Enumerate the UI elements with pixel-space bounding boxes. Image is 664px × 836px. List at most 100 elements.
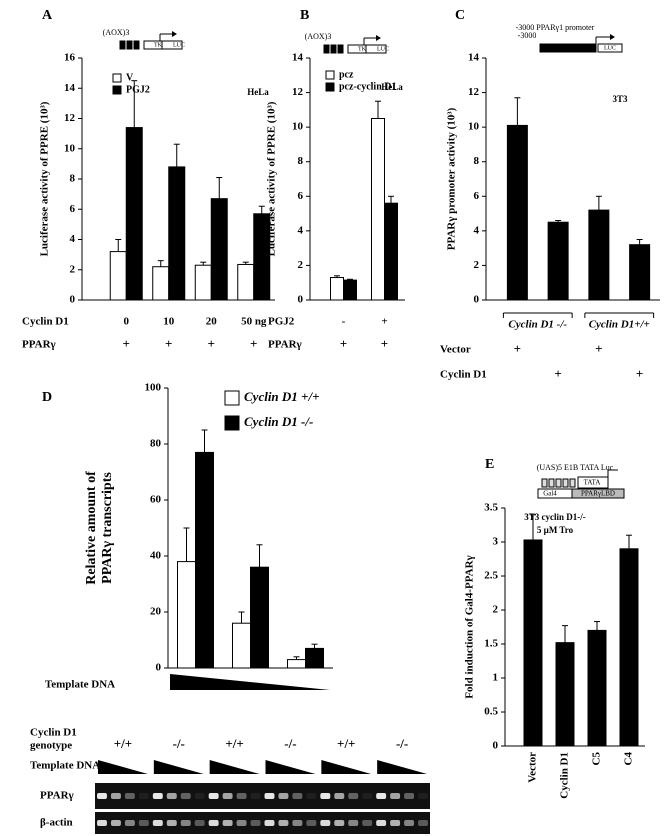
legend-swatch bbox=[224, 415, 240, 431]
y-tick-label: 12 bbox=[64, 112, 76, 124]
y-tick-label: 100 bbox=[145, 382, 162, 394]
y-tick-label: 0.5 bbox=[484, 706, 498, 718]
gel-band bbox=[376, 820, 387, 826]
schematic-box bbox=[330, 44, 337, 54]
annotation: (AOX)3 bbox=[305, 32, 332, 41]
gel-band bbox=[194, 793, 205, 799]
legend-label: PGJ2 bbox=[126, 84, 150, 95]
y-tick-label: 10 bbox=[468, 121, 480, 133]
x-tick-label: 50 ng bbox=[241, 316, 267, 328]
annotation: LUC bbox=[377, 46, 389, 52]
genotype: +/+ bbox=[337, 736, 355, 751]
legend-label: Cyclin D1 -/- bbox=[244, 414, 313, 429]
y-tick-label: 6 bbox=[70, 203, 76, 215]
y-tick-label: 3 bbox=[493, 536, 499, 548]
panel-letter: B bbox=[300, 8, 309, 23]
schematic-box bbox=[548, 478, 555, 488]
annotation: 3T3 bbox=[612, 94, 628, 104]
gel-band bbox=[138, 820, 149, 826]
y-tick-label: 2 bbox=[474, 259, 480, 271]
gel-band bbox=[124, 820, 135, 826]
gel-band bbox=[292, 793, 303, 799]
genotype: +/+ bbox=[225, 736, 243, 751]
gel-band bbox=[348, 820, 359, 826]
schematic-box bbox=[539, 43, 597, 53]
y-tick-label: 14 bbox=[292, 52, 304, 64]
gel-band bbox=[194, 820, 205, 826]
annotation: HeLa bbox=[247, 87, 269, 97]
y-tick-label: 8 bbox=[474, 155, 480, 167]
schematic-box bbox=[571, 488, 625, 499]
row-value: + bbox=[595, 341, 602, 356]
legend-label: pcz bbox=[339, 69, 354, 80]
gel-band bbox=[306, 793, 317, 799]
y-tick-label: 2 bbox=[298, 259, 304, 271]
gel-band bbox=[152, 793, 163, 799]
legend-swatch bbox=[112, 73, 122, 83]
y-tick-label: 80 bbox=[150, 438, 162, 450]
row-value: + bbox=[514, 341, 521, 356]
gel-band bbox=[334, 793, 345, 799]
annotation: 5 µM Tro bbox=[537, 525, 574, 535]
annotation: TATA bbox=[584, 479, 601, 487]
gel-label: Template DNA bbox=[30, 760, 100, 772]
gel-lane-label: PPARγ bbox=[40, 790, 74, 802]
y-tick-label: 4 bbox=[298, 224, 304, 236]
bar bbox=[195, 451, 214, 669]
y-axis-label: PPARγ promoter activity (10³) bbox=[446, 107, 458, 250]
group-label: Cyclin D1 -/- bbox=[508, 319, 567, 331]
gel-band bbox=[306, 820, 317, 826]
y-tick-label: 0 bbox=[493, 740, 499, 752]
y-tick-label: 10 bbox=[292, 121, 304, 133]
bar bbox=[177, 561, 196, 669]
bar bbox=[384, 202, 398, 301]
annotation: LUC bbox=[173, 42, 185, 48]
gel-band bbox=[404, 820, 415, 826]
y-tick-label: 10 bbox=[64, 142, 76, 154]
schematic-box bbox=[577, 476, 609, 489]
x-tick-label: - bbox=[342, 316, 346, 328]
annotation: -3000 bbox=[518, 31, 537, 40]
genotype: +/+ bbox=[114, 736, 132, 751]
bar bbox=[588, 209, 610, 301]
annotation: TK bbox=[358, 46, 367, 52]
y-tick-label: 4 bbox=[474, 224, 480, 236]
gel-band bbox=[97, 793, 107, 799]
gel-band bbox=[362, 793, 373, 799]
gel-band bbox=[264, 793, 275, 799]
x-tick-label: 10 bbox=[163, 316, 175, 328]
schematic-box bbox=[569, 478, 576, 488]
schematic-box bbox=[597, 43, 623, 53]
y-tick-label: 6 bbox=[474, 190, 480, 202]
gel-band bbox=[138, 793, 149, 799]
y-axis-label: Luciferase activity of PPRE (10³) bbox=[266, 101, 278, 256]
y-tick-label: 60 bbox=[150, 494, 162, 506]
panel-letter: D bbox=[42, 390, 52, 405]
y-tick-label: 0 bbox=[474, 294, 480, 306]
genotype: -/- bbox=[396, 736, 408, 751]
row-label: Cyclin D1 bbox=[440, 369, 487, 381]
gel-band bbox=[208, 820, 219, 826]
bar bbox=[555, 642, 575, 747]
gel-band bbox=[404, 793, 415, 799]
bar bbox=[330, 277, 344, 301]
annotation: Template DNA bbox=[45, 679, 115, 691]
annotation: (AOX)3 bbox=[103, 28, 130, 37]
panel-letter: A bbox=[42, 8, 53, 23]
y-tick-label: 3.5 bbox=[484, 502, 498, 514]
schematic-box bbox=[562, 478, 569, 488]
y-axis-label: Fold induction of Gal4-PPARγ bbox=[464, 555, 476, 698]
bar bbox=[152, 266, 170, 301]
gel-band bbox=[418, 793, 428, 799]
gel-band bbox=[292, 820, 303, 826]
row-label: Vector bbox=[440, 344, 471, 356]
bar bbox=[523, 539, 543, 747]
gel-band bbox=[236, 793, 247, 799]
y-tick-label: 20 bbox=[150, 606, 162, 618]
bar bbox=[371, 118, 385, 301]
panel-letter: E bbox=[485, 457, 494, 472]
gel-band bbox=[124, 793, 135, 799]
bar bbox=[343, 279, 357, 301]
gel-band bbox=[320, 793, 331, 799]
gel-band bbox=[390, 793, 401, 799]
